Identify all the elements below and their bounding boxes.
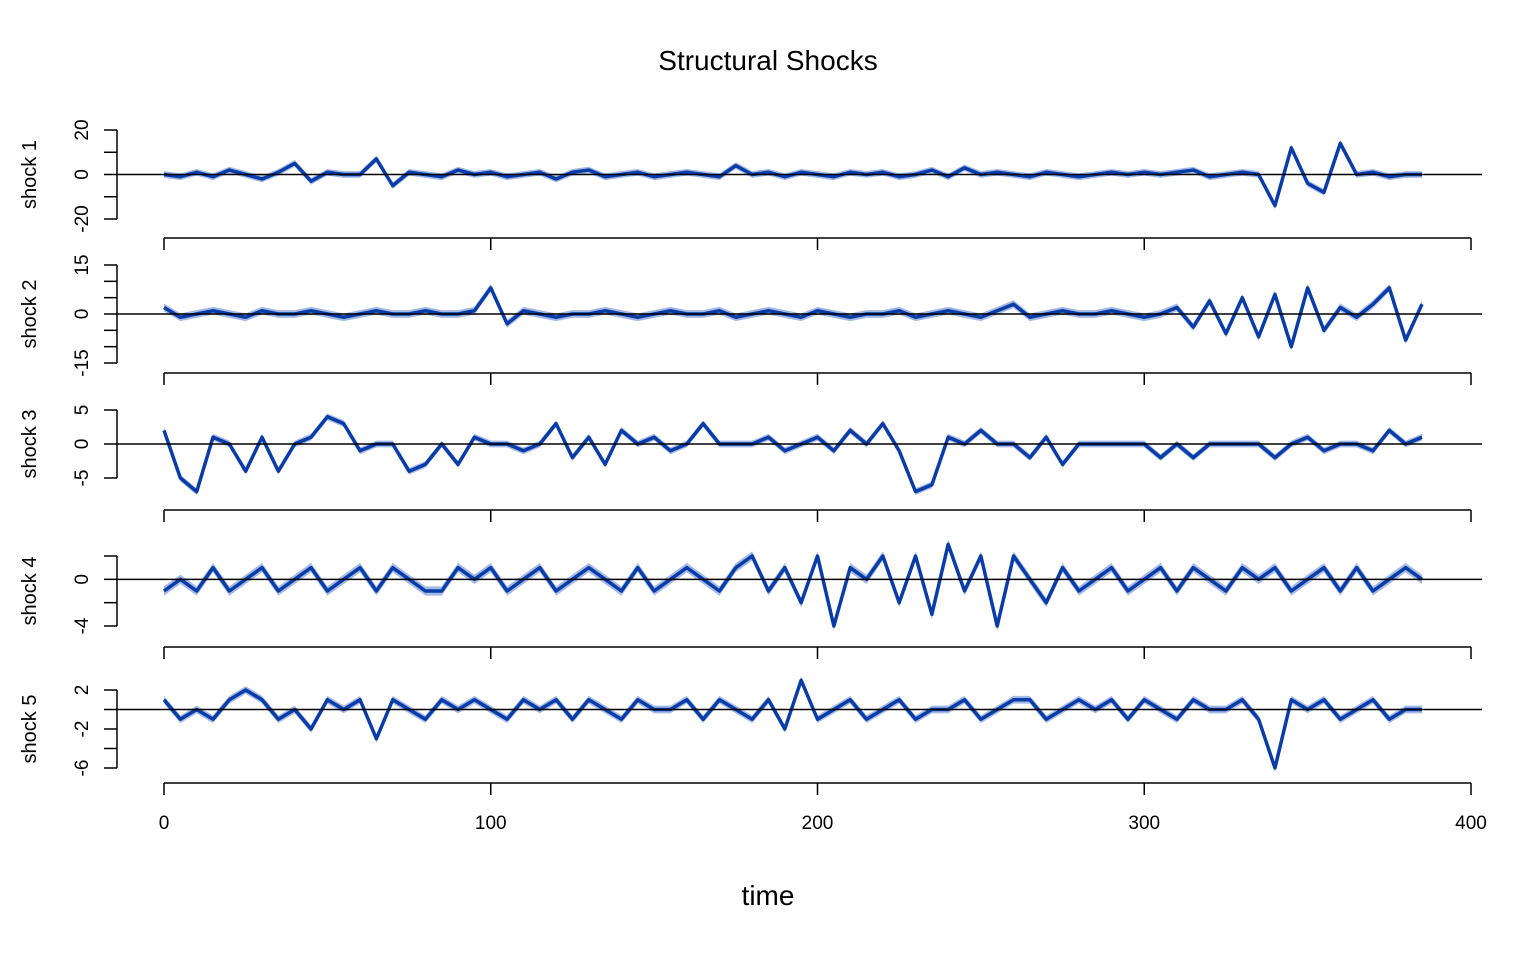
panel-2: -15 0 15 shock 2 [19, 254, 1482, 385]
x-tick-label: 400 [1455, 813, 1487, 834]
x-tick-label: 100 [475, 813, 507, 834]
y-tick-label: 0 [72, 309, 93, 320]
y-axis-label: shock 5 [19, 695, 41, 764]
y-tick-label: 20 [72, 119, 93, 140]
y-tick-label: -15 [72, 349, 93, 376]
y-tick-label: 0 [72, 574, 93, 585]
x-tick-label: 300 [1128, 813, 1160, 834]
panel-4: -4 0 shock 4 [19, 539, 1482, 659]
y-tick-label: 0 [72, 439, 93, 450]
y-tick-label: 15 [72, 254, 93, 275]
series-line [162, 415, 1423, 494]
x-tick-label: 200 [802, 813, 834, 834]
y-tick-label: 2 [72, 685, 93, 696]
panel-5: -6 -2 2 shock 5 0 100 200 300 400 [19, 676, 1487, 834]
y-tick-label: -6 [72, 760, 93, 777]
y-axis-label: shock 3 [19, 410, 41, 479]
y-axis-label: shock 2 [19, 280, 41, 349]
series-line [163, 286, 1424, 349]
y-tick-label: 5 [72, 405, 93, 416]
y-tick-label: -2 [72, 721, 93, 738]
series-line [162, 542, 1424, 628]
y-tick-label: -4 [72, 617, 93, 634]
x-axis-label: time [742, 880, 795, 911]
y-axis-label: shock 1 [19, 140, 41, 209]
x-tick-label: 0 [159, 813, 170, 834]
panel-3: -5 0 5 shock 3 [19, 405, 1482, 522]
panel-1: -20 0 20 shock 1 [19, 119, 1482, 250]
chart-title: Structural Shocks [658, 45, 877, 76]
y-tick-label: 0 [72, 169, 93, 180]
y-axis-label: shock 4 [19, 557, 41, 626]
credible-band [164, 413, 1422, 495]
credible-band [164, 676, 1422, 772]
y-tick-label: -20 [72, 205, 93, 232]
y-tick-label: -5 [72, 470, 93, 487]
series-line [162, 678, 1422, 770]
